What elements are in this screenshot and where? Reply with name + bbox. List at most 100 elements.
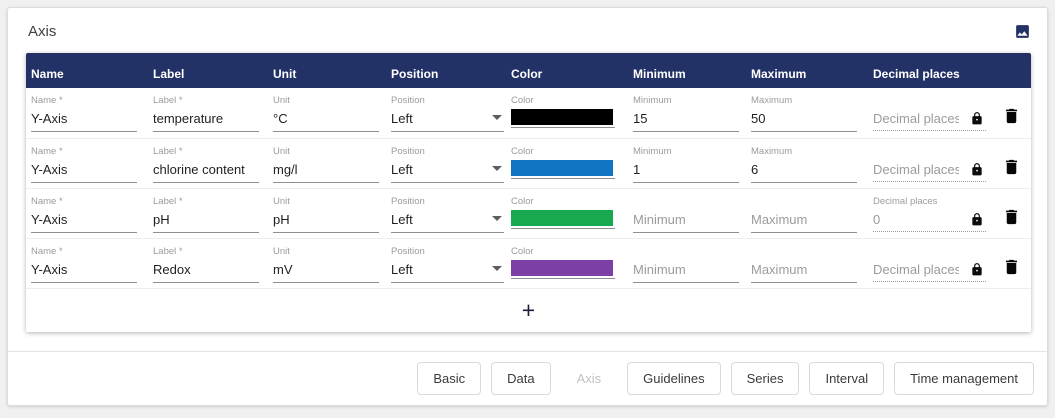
name-cell: Name * [31, 94, 153, 138]
column-header-maximum: Maximum [751, 67, 807, 81]
color-cell: Color [511, 195, 633, 238]
position-select[interactable]: Left [391, 107, 504, 132]
name-input[interactable] [31, 208, 137, 233]
column-header-color: Color [511, 67, 543, 81]
field-label: Maximum [751, 146, 793, 157]
color-picker[interactable] [511, 158, 615, 179]
minimum-input[interactable] [633, 258, 739, 283]
field-label [873, 245, 981, 258]
export-image-button[interactable] [1014, 23, 1031, 40]
color-picker[interactable] [511, 258, 615, 279]
chevron-down-icon [492, 166, 502, 171]
field-label: Minimum [633, 95, 672, 106]
position-select[interactable]: Left [391, 258, 504, 283]
minimum-cell [633, 245, 751, 288]
field-label: Position [391, 146, 425, 157]
color-cell: Color [511, 245, 633, 288]
unit-input[interactable] [273, 258, 379, 283]
delete-row-button[interactable] [1000, 255, 1023, 279]
lock-button[interactable] [968, 262, 986, 277]
axis-table: Name Label Unit Position Color Minimum M… [26, 53, 1031, 332]
field-label: Color [511, 196, 534, 207]
label-cell: Label * [153, 145, 273, 188]
lock-icon [970, 111, 984, 129]
field-label [873, 94, 981, 107]
trash-icon [1002, 259, 1021, 280]
field-label: Label * [153, 146, 183, 157]
unit-input[interactable] [273, 208, 379, 233]
position-cell: Position Left [391, 245, 511, 288]
trash-icon [1002, 108, 1021, 129]
maximum-cell: Maximum [751, 94, 873, 138]
decimal-places-input [873, 208, 959, 230]
color-swatch [511, 210, 613, 226]
trash-icon [1002, 159, 1021, 180]
field-label: Label * [153, 196, 183, 207]
chevron-down-icon [492, 115, 502, 120]
unit-input[interactable] [273, 158, 379, 183]
nav-button-interval[interactable]: Interval [809, 362, 885, 395]
minimum-input[interactable] [633, 107, 739, 132]
label-input[interactable] [153, 158, 259, 183]
actions-cell [991, 195, 1031, 238]
field-label [751, 195, 863, 208]
lock-icon [970, 262, 984, 280]
page-title: Axis [28, 23, 57, 40]
delete-row-button[interactable] [1000, 155, 1023, 179]
unit-cell: Unit [273, 145, 391, 188]
actions-cell [991, 145, 1031, 188]
nav-button-series[interactable]: Series [730, 362, 800, 395]
column-header-name: Name [31, 67, 64, 81]
unit-cell: Unit [273, 94, 391, 138]
position-select[interactable]: Left [391, 208, 504, 233]
label-cell: Label * [153, 195, 273, 238]
name-input[interactable] [31, 107, 137, 132]
axis-settings-panel: Axis Name Label Unit Position Color Mini… [7, 7, 1048, 406]
column-header-decimal-places: Decimal places [873, 67, 960, 81]
name-input[interactable] [31, 158, 137, 183]
unit-cell: Unit [273, 245, 391, 288]
maximum-input[interactable] [751, 258, 857, 283]
field-label: Name * [31, 246, 63, 257]
unit-cell: Unit [273, 195, 391, 238]
decimal-places-field [873, 107, 986, 131]
position-value: Left [391, 111, 413, 126]
label-cell: Label * [153, 94, 273, 138]
maximum-input[interactable] [751, 208, 857, 233]
delete-row-button[interactable] [1000, 205, 1023, 229]
color-picker[interactable] [511, 107, 615, 128]
field-label: Name * [31, 95, 63, 106]
decimal-places-cell [873, 94, 991, 138]
color-picker[interactable] [511, 208, 615, 229]
lock-button[interactable] [968, 212, 986, 227]
name-input[interactable] [31, 258, 137, 283]
unit-input[interactable] [273, 107, 379, 132]
table-header-row: Name Label Unit Position Color Minimum M… [26, 53, 1031, 88]
maximum-input[interactable] [751, 107, 857, 132]
label-input[interactable] [153, 208, 259, 233]
label-input[interactable] [153, 107, 259, 132]
nav-button-data[interactable]: Data [491, 362, 551, 395]
maximum-input[interactable] [751, 158, 857, 183]
field-label [873, 145, 981, 158]
delete-row-button[interactable] [1000, 104, 1023, 128]
nav-button-time-management[interactable]: Time management [894, 362, 1034, 395]
minimum-input[interactable] [633, 208, 739, 233]
lock-button[interactable] [968, 111, 986, 126]
field-label: Unit [273, 246, 290, 257]
color-swatch [511, 260, 613, 276]
name-cell: Name * [31, 245, 153, 288]
decimal-places-input [873, 107, 959, 129]
nav-button-basic[interactable]: Basic [417, 362, 482, 395]
lock-button[interactable] [968, 162, 986, 177]
field-label: Maximum [751, 95, 793, 106]
add-axis-button[interactable]: + [521, 297, 536, 323]
nav-button-guidelines[interactable]: Guidelines [627, 362, 721, 395]
position-value: Left [391, 212, 413, 227]
position-select[interactable]: Left [391, 158, 504, 183]
field-label: Label * [153, 246, 183, 257]
minimum-input[interactable] [633, 158, 739, 183]
field-label: Color [511, 95, 534, 106]
label-input[interactable] [153, 258, 259, 283]
field-label [633, 245, 741, 258]
